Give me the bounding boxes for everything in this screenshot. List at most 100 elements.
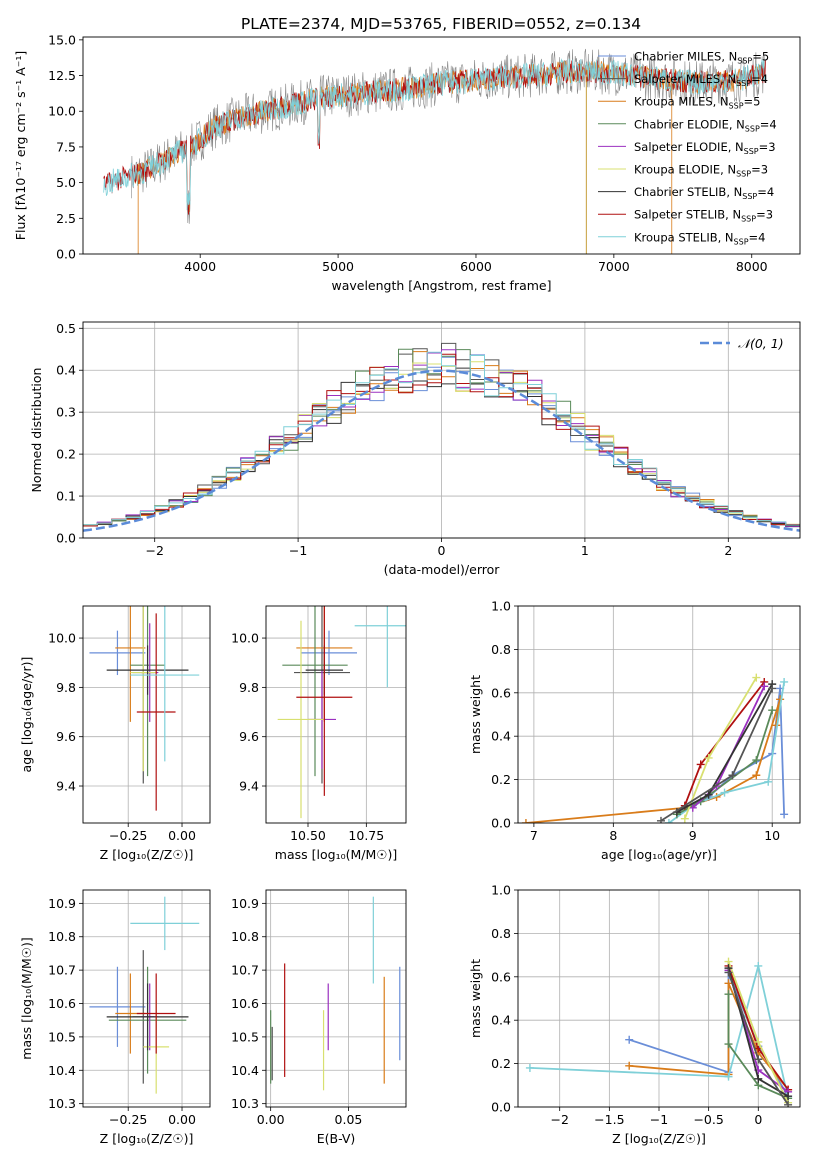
axes-frame (82, 321, 801, 539)
x-tick-label: −0.5 (693, 1112, 723, 1127)
weight-marker (752, 756, 761, 765)
x-tick-label: 10 (764, 828, 780, 843)
weight-line-3 (727, 994, 789, 1100)
weight-marker (754, 961, 763, 970)
weight-marker (754, 1037, 763, 1046)
y-tick-label: 10.4 (231, 1063, 259, 1078)
y-tick-label: 10.0 (231, 631, 259, 646)
x-axis-label: age [log₁₀(age/yr)] (601, 847, 717, 862)
axes-frame (82, 889, 211, 1108)
plot-area (277, 606, 406, 819)
y-tick-label: 0.8 (491, 642, 511, 657)
axes-frame (517, 889, 801, 1108)
y-tick-label: 0.4 (491, 1013, 511, 1028)
y-tick-label: 1.0 (491, 599, 511, 614)
panel-residuals: −2 −1 0 1 2 0.0 0.1 0.2 0.3 0.4 0.5 (data-model)/er… (29, 321, 801, 577)
x-tick-label: 10.50 (290, 828, 326, 843)
weight-marker (764, 777, 773, 786)
y-tick-label: 5.0 (56, 175, 76, 190)
x-axis-label: mass [log₁₀(M/M☉)] (275, 847, 397, 862)
x-tick-label: 7000 (598, 259, 630, 274)
legend-label: Salpeter MILES, NSSP=4 (634, 72, 768, 88)
y-tick-label: 0.0 (491, 1100, 511, 1115)
x-tick-label: −0.25 (109, 1112, 147, 1127)
y-tick-label: 10.8 (231, 929, 259, 944)
axes-frame (517, 605, 801, 824)
plot-area (83, 342, 800, 532)
weight-marker (768, 706, 777, 715)
x-tick-label: 0.00 (257, 1112, 285, 1127)
y-tick-label: 2.5 (56, 211, 76, 226)
weight-marker (752, 673, 761, 682)
x-tick-label: 0.05 (335, 1112, 363, 1127)
spectrum-line-3 (103, 58, 766, 211)
histogram-7 (83, 353, 800, 527)
y-tick-label: 0.2 (491, 772, 511, 787)
weight-marker (625, 1061, 634, 1070)
x-tick-label: −0.25 (109, 828, 147, 843)
weight-marker (656, 816, 665, 823)
axes-frame (265, 605, 407, 824)
y-axis-label: mass [log₁₀(M/M☉)] (19, 937, 34, 1059)
panel-Z-weight: −2 −1.5 −1 −0.5 0 0.0 0.2 0.4 0.6 0.8 1.0 Z [log₁₀(… (468, 883, 801, 1146)
weight-marker (625, 1035, 634, 1044)
x-tick-label: −1.5 (594, 1112, 624, 1127)
y-tick-label: 10.3 (48, 1096, 76, 1111)
plot-area (525, 957, 793, 1107)
plot-area (521, 673, 789, 823)
x-tick-label: 0 (438, 543, 446, 558)
x-tick-label: −1 (289, 543, 307, 558)
weight-marker (784, 1100, 793, 1107)
histogram-8 (83, 351, 800, 526)
y-tick-label: 10.8 (48, 929, 76, 944)
x-tick-label: −2 (145, 543, 163, 558)
x-axis-label: Z [log₁₀(Z/Z☉)] (612, 1131, 706, 1146)
legend-label: Kroupa ELODIE, NSSP=3 (634, 163, 768, 179)
normal-curve (83, 369, 800, 532)
y-tick-label: 0.0 (491, 816, 511, 831)
y-tick-label: 0.0 (56, 531, 76, 546)
y-tick-label: 0.0 (56, 247, 76, 262)
y-tick-label: 0.2 (491, 1056, 511, 1071)
x-tick-label: 8 (609, 828, 617, 843)
y-tick-label: 0.2 (56, 447, 76, 462)
weight-marker (696, 760, 705, 769)
y-tick-label: 10.0 (48, 104, 76, 119)
y-tick-label: 10.5 (48, 1029, 76, 1044)
y-tick-label: 9.6 (56, 729, 76, 744)
x-tick-label: 8000 (736, 259, 768, 274)
x-tick-label: 5000 (322, 259, 354, 274)
legend-label: Chabrier MILES, NSSP=5 (634, 50, 769, 66)
y-axis-label: Flux [fλ10⁻¹⁷ erg cm⁻² s⁻¹ A⁻¹] (13, 51, 28, 240)
x-tick-label: 0 (754, 1112, 762, 1127)
weight-marker (780, 810, 789, 819)
weight-marker (752, 771, 761, 780)
weight-line-2 (525, 699, 781, 823)
weight-marker (760, 682, 769, 691)
weight-marker (724, 968, 733, 977)
axes-frame (82, 605, 211, 824)
weight-marker (724, 1072, 733, 1081)
weight-marker (724, 979, 733, 988)
x-tick-label: 2 (724, 543, 732, 558)
panel-mass-age: 10.50 10.75 9.4 9.6 9.8 10.0 mass [log₁₀(M/M☉)… (231, 605, 407, 862)
legend-label: Salpeter ELODIE, NSSP=3 (634, 140, 776, 156)
panel-Z-age: −0.25 0.00 9.4 9.6 9.8 10.0 Z [log₁₀(Z/Z☉)] age… (19, 605, 211, 862)
y-tick-label: 0.4 (56, 363, 76, 378)
y-tick-label: 0.6 (491, 685, 511, 700)
weight-marker (704, 753, 713, 762)
panel-age-weight: 7 8 9 10 0.0 0.2 0.4 0.6 0.8 1.0 age [log₁₀(age/yr… (468, 599, 801, 862)
legend-label: Kroupa MILES, NSSP=5 (634, 95, 760, 111)
x-tick-label: 0.00 (168, 828, 196, 843)
y-tick-label: 9.6 (239, 729, 259, 744)
y-tick-label: 15.0 (48, 32, 76, 47)
weight-marker (728, 771, 737, 780)
legend-label: Kroupa STELIB, NSSP=4 (634, 230, 765, 246)
weight-marker (680, 814, 689, 823)
x-tick-label: 4000 (184, 259, 216, 274)
weight-marker (784, 1092, 793, 1101)
y-tick-label: 10.9 (231, 896, 259, 911)
panel-spectrum: 4000 5000 6000 7000 8000 0.0 2.5 5.0 7.5 10.0 12.5… (13, 32, 801, 293)
y-tick-label: 0.6 (491, 969, 511, 984)
weight-marker (704, 790, 713, 799)
